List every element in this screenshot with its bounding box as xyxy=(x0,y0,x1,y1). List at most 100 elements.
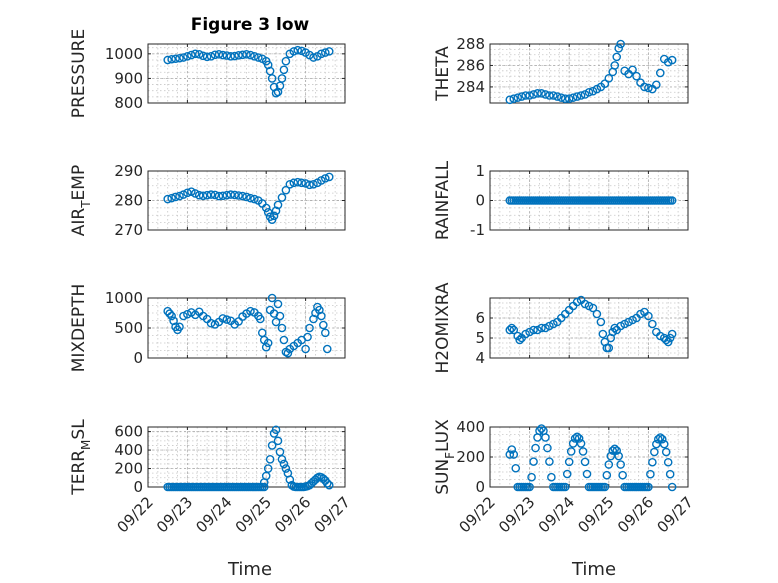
data-point xyxy=(515,335,525,345)
data-point xyxy=(614,451,624,461)
data-point xyxy=(277,455,287,464)
data-point xyxy=(547,472,556,482)
x-tick-label: 09/23 xyxy=(495,493,538,536)
data-point xyxy=(285,475,295,484)
data-point xyxy=(230,51,239,61)
data-point xyxy=(628,65,637,75)
y-tick-label: 5 xyxy=(475,329,485,347)
y-tick-label: 200 xyxy=(456,448,485,466)
data-point xyxy=(297,46,306,56)
data-point xyxy=(509,325,519,335)
data-point xyxy=(655,68,665,78)
data-point xyxy=(616,460,625,469)
data-point xyxy=(324,480,334,490)
data-point xyxy=(648,319,657,329)
data-point xyxy=(610,61,620,70)
data-point xyxy=(246,50,255,60)
data-point xyxy=(600,79,610,88)
data-point xyxy=(521,91,530,100)
data-point xyxy=(250,51,259,61)
data-point xyxy=(644,482,653,492)
axes-border xyxy=(489,43,689,104)
data-point xyxy=(198,191,208,201)
subplot-mixdepth: 0 500 1000 MIXDEPTH xyxy=(69,284,346,372)
data-point xyxy=(167,311,176,321)
data-point xyxy=(167,54,176,64)
data-point xyxy=(293,45,303,55)
data-point xyxy=(309,53,318,62)
data-point xyxy=(320,328,330,338)
data-point xyxy=(202,52,212,62)
data-point xyxy=(317,311,326,321)
y-tick-label: 0 xyxy=(475,478,485,496)
data-point xyxy=(541,433,550,442)
series-h2omixra xyxy=(505,295,677,353)
data-point xyxy=(250,194,259,204)
data-point xyxy=(273,200,283,210)
data-point xyxy=(667,196,677,205)
data-point xyxy=(592,309,602,319)
data-point xyxy=(271,425,281,435)
data-point xyxy=(657,434,667,444)
data-point xyxy=(564,457,574,467)
data-point xyxy=(261,342,271,352)
y-tick-label: 500 xyxy=(114,319,143,337)
data-point xyxy=(644,83,653,93)
y-tick-label: 200 xyxy=(114,460,143,478)
y-tick-label: 800 xyxy=(114,94,143,112)
data-point xyxy=(190,189,200,198)
data-point xyxy=(267,293,277,303)
y-tick-label: 284 xyxy=(456,78,485,96)
data-point xyxy=(303,332,312,342)
data-point xyxy=(319,320,328,330)
data-point xyxy=(283,348,293,358)
data-point xyxy=(324,47,334,56)
data-point xyxy=(663,337,673,347)
data-point xyxy=(604,343,614,353)
axes-border xyxy=(147,43,346,104)
data-point xyxy=(618,470,627,480)
data-point xyxy=(273,299,283,309)
data-point xyxy=(507,445,517,454)
data-point xyxy=(505,450,515,459)
data-point xyxy=(541,90,550,99)
data-point xyxy=(179,53,188,62)
data-point xyxy=(279,65,289,75)
data-point xyxy=(206,190,216,199)
data-point xyxy=(301,179,310,188)
data-point xyxy=(568,93,578,102)
x-axis-label-right: Time xyxy=(571,559,616,580)
data-point xyxy=(646,469,655,479)
data-point xyxy=(648,457,657,467)
data-point xyxy=(535,426,544,436)
data-point xyxy=(269,211,279,221)
data-point xyxy=(218,314,228,323)
subplot-h2omixra: 4 5 6 H2OMIXRA xyxy=(433,282,689,374)
data-point xyxy=(632,71,641,81)
data-point xyxy=(584,87,594,97)
y-tick-label: 0 xyxy=(133,349,143,367)
x-tick-label: 09/25 xyxy=(574,493,617,536)
data-point xyxy=(582,469,592,479)
x-tick-label: 09/22 xyxy=(456,493,499,536)
data-point xyxy=(568,439,578,448)
data-point xyxy=(324,172,334,182)
data-point xyxy=(275,311,285,321)
data-point xyxy=(238,191,247,201)
data-point xyxy=(661,447,671,457)
data-point xyxy=(572,92,582,101)
data-point xyxy=(242,192,251,202)
data-point xyxy=(279,335,289,345)
data-point xyxy=(513,93,523,102)
data-point xyxy=(297,178,306,188)
data-point xyxy=(667,329,677,339)
subplot-air_temp: 270 280 290 AIRTEMP xyxy=(69,162,346,239)
data-point xyxy=(527,472,536,482)
data-point xyxy=(652,80,661,90)
data-point xyxy=(543,443,552,453)
data-point xyxy=(214,191,224,201)
data-point xyxy=(317,49,326,59)
subplot-sun_flux: 0 200 400SUNFLUX09/2209/2309/2409/2509/260… xyxy=(433,418,697,536)
data-point xyxy=(570,434,580,443)
data-point xyxy=(511,463,521,473)
